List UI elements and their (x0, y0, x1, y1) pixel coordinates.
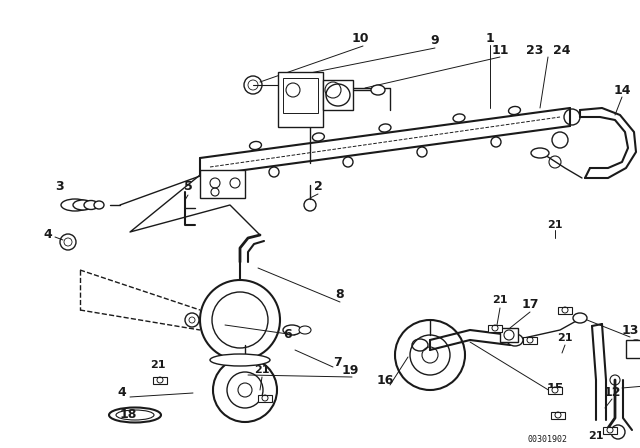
Ellipse shape (509, 107, 520, 115)
Bar (558, 307, 572, 314)
Bar (258, 395, 272, 402)
Ellipse shape (326, 84, 350, 106)
Bar (626, 340, 640, 358)
Ellipse shape (312, 133, 324, 141)
Text: 19: 19 (341, 363, 358, 376)
Text: 24: 24 (553, 43, 571, 56)
Ellipse shape (109, 408, 161, 422)
Text: 16: 16 (376, 374, 394, 387)
Bar (500, 328, 518, 342)
Ellipse shape (371, 85, 385, 95)
Ellipse shape (94, 201, 104, 209)
Ellipse shape (84, 201, 98, 210)
Bar (323, 80, 353, 110)
Bar (200, 170, 245, 198)
Text: 21: 21 (150, 360, 166, 370)
Bar (488, 325, 502, 332)
Ellipse shape (299, 326, 311, 334)
Text: 4: 4 (118, 387, 126, 400)
Text: 14: 14 (613, 83, 631, 96)
Text: 6: 6 (284, 328, 292, 341)
Bar (523, 337, 537, 344)
Ellipse shape (453, 114, 465, 122)
Bar (278, 72, 323, 127)
Text: 8: 8 (336, 289, 344, 302)
Bar (603, 427, 617, 434)
Text: 21: 21 (547, 220, 563, 230)
Text: 11: 11 (492, 43, 509, 56)
Text: 3: 3 (56, 181, 64, 194)
Text: 9: 9 (431, 34, 439, 47)
Bar (548, 387, 562, 394)
Ellipse shape (73, 200, 93, 210)
Text: 21: 21 (254, 365, 269, 375)
Ellipse shape (283, 325, 301, 335)
Bar (283, 78, 318, 113)
Text: 5: 5 (184, 181, 193, 194)
Bar (153, 377, 167, 384)
Ellipse shape (573, 313, 587, 323)
Text: 00301902: 00301902 (527, 435, 567, 444)
Text: 23: 23 (526, 43, 544, 56)
Text: 7: 7 (333, 357, 342, 370)
Text: 12: 12 (604, 387, 621, 400)
Ellipse shape (507, 334, 523, 346)
Text: 13: 13 (621, 323, 639, 336)
Text: 2: 2 (314, 181, 323, 194)
Text: 15: 15 (547, 382, 564, 395)
Ellipse shape (61, 199, 89, 211)
Ellipse shape (412, 339, 428, 351)
Ellipse shape (210, 354, 270, 366)
Ellipse shape (116, 410, 154, 420)
Text: 21: 21 (557, 333, 573, 343)
Bar (551, 412, 565, 419)
Text: 17: 17 (521, 298, 539, 311)
Ellipse shape (250, 142, 262, 150)
Text: 1: 1 (486, 31, 494, 44)
Text: 10: 10 (351, 31, 369, 44)
Text: 18: 18 (119, 409, 137, 422)
Ellipse shape (379, 124, 391, 132)
Text: 21: 21 (588, 431, 604, 441)
Ellipse shape (531, 148, 549, 158)
Text: 4: 4 (44, 228, 52, 241)
Text: 21: 21 (492, 295, 508, 305)
